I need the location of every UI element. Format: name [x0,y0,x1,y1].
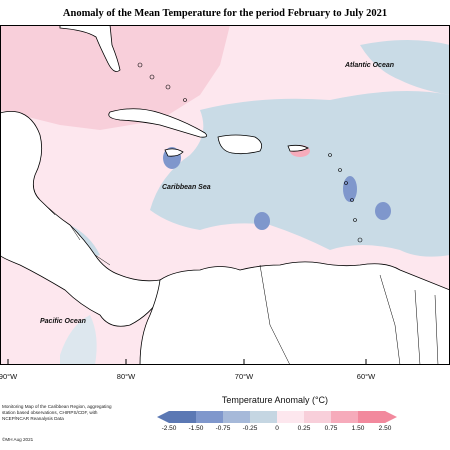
legend-tick-label: 0.25 [297,425,311,432]
puerto-rico [287,144,309,152]
bahamas-1 [137,62,143,68]
trinidad [357,237,363,243]
map-canvas [0,25,450,365]
data-source-note: Monitoring Map of the Caribbean Region, … [2,404,112,421]
map-title: Anomaly of the Mean Temperature for the … [62,8,388,19]
borders [39,199,439,365]
legend-right-arrow [385,411,397,423]
legend-swatch [304,411,332,423]
legend-tick-label: -1.50 [188,425,204,432]
island-outlines [137,62,363,243]
bahamas-2 [149,74,155,80]
anomaly-map [0,25,450,365]
legend-colorbar-svg [157,411,397,423]
lesser-antilles-5 [353,218,357,222]
lon-label-90w: 90°W [0,372,18,381]
lesser-antilles-4 [350,198,354,202]
legend-tick-label: 2.50 [378,425,392,432]
cool-spot-barbados [375,202,391,220]
legend-swatch [331,411,359,423]
border-1 [39,199,56,216]
label-atlantic-ocean: Atlantic Ocean [345,62,395,69]
border-colombia-venezuela [259,264,291,365]
legend-swatch [358,411,386,423]
atlantic-cool-region [360,40,450,95]
landmasses [0,25,450,365]
cool-anomaly-region [150,91,450,257]
gulf-warm-region [0,25,230,130]
pacific-cool-patch [60,315,97,365]
border-guyana-suriname [414,289,421,365]
legend-tick-label: 1.50 [351,425,365,432]
label-caribbean-sea: Caribbean Sea [162,184,211,191]
copyright-note: ©MH Aug 2021 [2,437,34,442]
bahamas-4 [183,98,187,102]
border-venezuela-guyana [379,274,401,365]
cuba [108,108,208,138]
cool-spot-aruba [254,212,270,230]
lesser-antilles-1 [328,153,332,157]
legend-swatch [196,411,224,423]
legend-tick-label: -2.50 [161,425,177,432]
border-3 [94,254,111,266]
cool-spot-antilles [343,176,357,202]
legend-title: Temperature Anomaly (°C) [221,395,329,405]
label-pacific-ocean: Pacific Ocean [40,318,86,325]
hispaniola [217,134,263,155]
legend-left-arrow [157,411,169,423]
central-america [0,111,163,327]
bahamas-3 [165,84,171,90]
jamaica [164,148,184,157]
florida [59,25,121,72]
border-2 [69,224,81,241]
legend-tick-label: -0.75 [215,425,231,432]
border-suriname-guiana [434,294,439,365]
legend-swatch [250,411,278,423]
longitude-ticks [7,359,367,365]
lesser-antilles-2 [338,168,342,172]
legend-swatch [223,411,251,423]
legend-tick-label: 0 [275,425,279,432]
lesser-antilles-3 [344,181,348,185]
south-america [139,261,450,365]
legend-tick-label: -0.25 [242,425,258,432]
lon-label-80w: 80°W [116,372,136,381]
legend-swatch [277,411,305,423]
legend-colorbar [157,410,397,429]
lon-label-70w: 70°W [234,372,254,381]
lon-label-60w: 60°W [356,372,376,381]
legend-tick-label: 0.75 [324,425,338,432]
legend-swatch [169,411,197,423]
